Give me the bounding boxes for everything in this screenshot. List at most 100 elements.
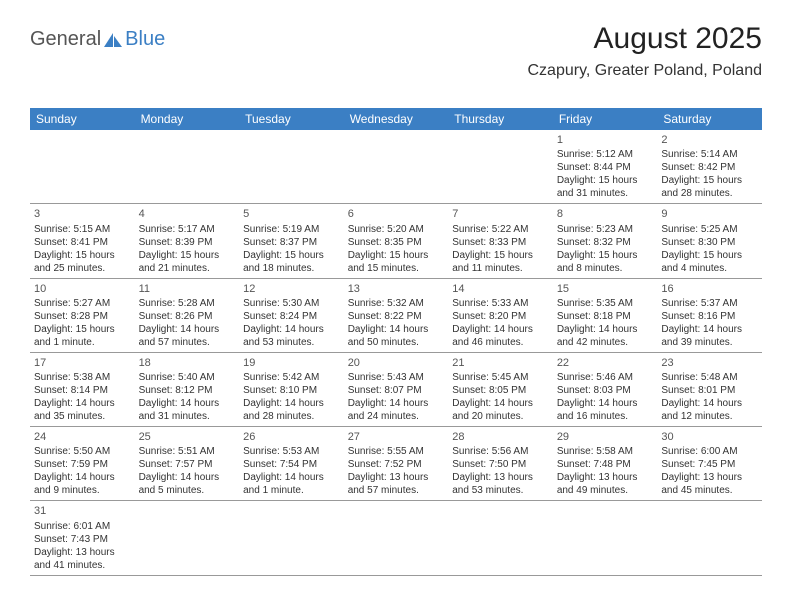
- sunrise-line: Sunrise: 5:28 AM: [139, 297, 236, 310]
- daylight-line: Daylight: 15 hours and 25 minutes.: [34, 249, 131, 275]
- day-number: 2: [661, 133, 758, 147]
- calendar-cell: 18Sunrise: 5:40 AMSunset: 8:12 PMDayligh…: [135, 352, 240, 426]
- col-sunday: Sunday: [30, 108, 135, 130]
- daylight-line: Daylight: 14 hours and 39 minutes.: [661, 323, 758, 349]
- calendar-cell: 11Sunrise: 5:28 AMSunset: 8:26 PMDayligh…: [135, 278, 240, 352]
- sunrise-line: Sunrise: 5:12 AM: [557, 148, 654, 161]
- calendar-cell: [30, 130, 135, 204]
- calendar-cell: [553, 501, 658, 575]
- sunset-line: Sunset: 8:18 PM: [557, 310, 654, 323]
- sunrise-line: Sunrise: 5:45 AM: [452, 371, 549, 384]
- sunrise-line: Sunrise: 5:30 AM: [243, 297, 340, 310]
- sunset-line: Sunset: 8:07 PM: [348, 384, 445, 397]
- calendar-cell: 21Sunrise: 5:45 AMSunset: 8:05 PMDayligh…: [448, 352, 553, 426]
- sunset-line: Sunset: 8:22 PM: [348, 310, 445, 323]
- sunrise-line: Sunrise: 5:20 AM: [348, 223, 445, 236]
- day-number: 22: [557, 356, 654, 370]
- sunset-line: Sunset: 8:32 PM: [557, 236, 654, 249]
- sunrise-line: Sunrise: 5:17 AM: [139, 223, 236, 236]
- sunrise-line: Sunrise: 5:32 AM: [348, 297, 445, 310]
- sunrise-line: Sunrise: 6:00 AM: [661, 445, 758, 458]
- daylight-line: Daylight: 13 hours and 45 minutes.: [661, 471, 758, 497]
- sunrise-line: Sunrise: 5:51 AM: [139, 445, 236, 458]
- day-number: 8: [557, 207, 654, 221]
- calendar-cell: 26Sunrise: 5:53 AMSunset: 7:54 PMDayligh…: [239, 427, 344, 501]
- calendar-cell: [448, 130, 553, 204]
- sunset-line: Sunset: 8:28 PM: [34, 310, 131, 323]
- col-saturday: Saturday: [657, 108, 762, 130]
- sunrise-line: Sunrise: 5:23 AM: [557, 223, 654, 236]
- sunset-line: Sunset: 8:16 PM: [661, 310, 758, 323]
- logo-text-blue: Blue: [125, 28, 165, 51]
- calendar-cell: 28Sunrise: 5:56 AMSunset: 7:50 PMDayligh…: [448, 427, 553, 501]
- daylight-line: Daylight: 15 hours and 15 minutes.: [348, 249, 445, 275]
- daylight-line: Daylight: 14 hours and 35 minutes.: [34, 397, 131, 423]
- sunrise-line: Sunrise: 5:15 AM: [34, 223, 131, 236]
- sunset-line: Sunset: 8:30 PM: [661, 236, 758, 249]
- day-number: 21: [452, 356, 549, 370]
- sunrise-line: Sunrise: 5:37 AM: [661, 297, 758, 310]
- header-row: Sunday Monday Tuesday Wednesday Thursday…: [30, 108, 762, 130]
- daylight-line: Daylight: 14 hours and 9 minutes.: [34, 471, 131, 497]
- day-number: 20: [348, 356, 445, 370]
- daylight-line: Daylight: 13 hours and 41 minutes.: [34, 546, 131, 572]
- table-row: 17Sunrise: 5:38 AMSunset: 8:14 PMDayligh…: [30, 352, 762, 426]
- day-number: 17: [34, 356, 131, 370]
- daylight-line: Daylight: 14 hours and 12 minutes.: [661, 397, 758, 423]
- day-number: 24: [34, 430, 131, 444]
- calendar-cell: 12Sunrise: 5:30 AMSunset: 8:24 PMDayligh…: [239, 278, 344, 352]
- sunrise-line: Sunrise: 5:53 AM: [243, 445, 340, 458]
- day-number: 29: [557, 430, 654, 444]
- sunset-line: Sunset: 8:26 PM: [139, 310, 236, 323]
- sunset-line: Sunset: 8:37 PM: [243, 236, 340, 249]
- col-monday: Monday: [135, 108, 240, 130]
- calendar-cell: 23Sunrise: 5:48 AMSunset: 8:01 PMDayligh…: [657, 352, 762, 426]
- day-number: 14: [452, 282, 549, 296]
- calendar-cell: [135, 501, 240, 575]
- calendar-cell: 22Sunrise: 5:46 AMSunset: 8:03 PMDayligh…: [553, 352, 658, 426]
- sunrise-line: Sunrise: 5:43 AM: [348, 371, 445, 384]
- day-number: 28: [452, 430, 549, 444]
- day-number: 19: [243, 356, 340, 370]
- page-title: August 2025: [528, 22, 763, 56]
- sunset-line: Sunset: 7:59 PM: [34, 458, 131, 471]
- sunrise-line: Sunrise: 5:56 AM: [452, 445, 549, 458]
- calendar-cell: 4Sunrise: 5:17 AMSunset: 8:39 PMDaylight…: [135, 204, 240, 278]
- sunset-line: Sunset: 8:12 PM: [139, 384, 236, 397]
- sunset-line: Sunset: 7:54 PM: [243, 458, 340, 471]
- calendar-cell: 29Sunrise: 5:58 AMSunset: 7:48 PMDayligh…: [553, 427, 658, 501]
- calendar-cell: [657, 501, 762, 575]
- daylight-line: Daylight: 13 hours and 49 minutes.: [557, 471, 654, 497]
- day-number: 18: [139, 356, 236, 370]
- day-number: 7: [452, 207, 549, 221]
- table-row: 3Sunrise: 5:15 AMSunset: 8:41 PMDaylight…: [30, 204, 762, 278]
- day-number: 23: [661, 356, 758, 370]
- daylight-line: Daylight: 14 hours and 50 minutes.: [348, 323, 445, 349]
- calendar-cell: 24Sunrise: 5:50 AMSunset: 7:59 PMDayligh…: [30, 427, 135, 501]
- sunrise-line: Sunrise: 5:38 AM: [34, 371, 131, 384]
- calendar-cell: 31Sunrise: 6:01 AMSunset: 7:43 PMDayligh…: [30, 501, 135, 575]
- sunset-line: Sunset: 8:03 PM: [557, 384, 654, 397]
- sunrise-line: Sunrise: 5:55 AM: [348, 445, 445, 458]
- sunrise-line: Sunrise: 5:22 AM: [452, 223, 549, 236]
- sunset-line: Sunset: 8:41 PM: [34, 236, 131, 249]
- day-number: 16: [661, 282, 758, 296]
- sunset-line: Sunset: 7:43 PM: [34, 533, 131, 546]
- table-row: 31Sunrise: 6:01 AMSunset: 7:43 PMDayligh…: [30, 501, 762, 575]
- logo: General Blue: [30, 28, 165, 51]
- day-number: 6: [348, 207, 445, 221]
- daylight-line: Daylight: 14 hours and 1 minute.: [243, 471, 340, 497]
- calendar-cell: [344, 501, 449, 575]
- calendar-table: Sunday Monday Tuesday Wednesday Thursday…: [30, 108, 762, 576]
- daylight-line: Daylight: 13 hours and 57 minutes.: [348, 471, 445, 497]
- col-tuesday: Tuesday: [239, 108, 344, 130]
- day-number: 1: [557, 133, 654, 147]
- sunset-line: Sunset: 7:50 PM: [452, 458, 549, 471]
- day-number: 3: [34, 207, 131, 221]
- day-number: 15: [557, 282, 654, 296]
- sunrise-line: Sunrise: 5:25 AM: [661, 223, 758, 236]
- sunset-line: Sunset: 8:42 PM: [661, 161, 758, 174]
- calendar-cell: 13Sunrise: 5:32 AMSunset: 8:22 PMDayligh…: [344, 278, 449, 352]
- sunset-line: Sunset: 8:05 PM: [452, 384, 549, 397]
- sunrise-line: Sunrise: 5:58 AM: [557, 445, 654, 458]
